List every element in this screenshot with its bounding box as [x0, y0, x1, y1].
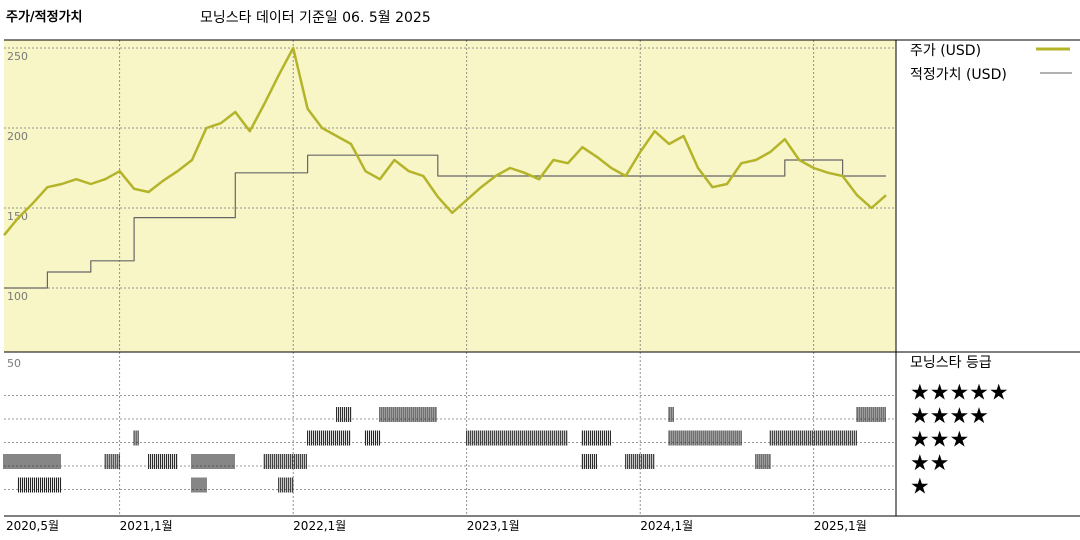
rating-max-label: 50 [7, 357, 21, 370]
rating-title: 모닝스타 등급 [910, 355, 992, 371]
rating-bar-2-star [148, 454, 178, 469]
x-tick-label: 2024,1월 [640, 519, 693, 533]
price-series [3, 46, 887, 236]
rating-bar-2-star [263, 454, 307, 469]
stars-label-3: ★★★ [910, 428, 969, 453]
legend: 주가 (USD) 적정가치 (USD) [910, 43, 1072, 83]
stars-legend: ★★★★★★★★★★★★★★★ [910, 381, 1009, 500]
legend-price-label: 주가 (USD) [910, 43, 981, 59]
price-panel-background [4, 40, 896, 352]
rating-bar-2-star [191, 454, 235, 469]
rating-bar-1-star [278, 477, 294, 493]
rating-bar-3-star [769, 430, 857, 446]
series-line [3, 46, 887, 236]
rating-bar-2-star [581, 454, 597, 469]
rating-bar-2-star [755, 454, 771, 469]
rating-bar-4-star [668, 407, 674, 422]
series-line [4, 154, 886, 289]
x-tick-label: 2023,1월 [467, 519, 520, 533]
chart-subtitle: 모닝스타 데이터 기준일 06. 5월 2025 [200, 10, 431, 26]
x-tick-label: 2025,1월 [814, 519, 867, 533]
stars-label-2: ★★ [910, 451, 949, 476]
y-tick-label: 200 [7, 130, 28, 143]
y-tick-label: 100 [7, 290, 28, 303]
rating-bar-1-star [17, 477, 62, 493]
stars-label-5: ★★★★★ [910, 381, 1009, 406]
rating-bar-4-star [379, 407, 437, 422]
rating-bar-3-star [466, 430, 568, 446]
x-tick-labels: 2020,5월 2021,1월 2022,1월 2023,1월 2024,1월 2025,… [6, 519, 867, 533]
fair-value-series [4, 154, 886, 289]
rating-bar-2-star [625, 454, 655, 469]
legend-fair-value-label: 적정가치 (USD) [910, 67, 1007, 83]
rating-bar-3-star [133, 430, 139, 446]
x-tick-label: 2022,1월 [293, 519, 346, 533]
rating-bar-3-star [307, 430, 351, 446]
y-tick-label: 250 [7, 50, 28, 63]
rating-bars [3, 407, 886, 493]
x-tick-label: 2021,1월 [120, 519, 173, 533]
rating-bar-2-star [104, 454, 120, 469]
x-tick-label: 2020,5월 [6, 519, 59, 533]
rating-bar-2-star [3, 454, 61, 469]
rating-bar-4-star [336, 407, 352, 422]
stars-label-4: ★★★★ [910, 404, 989, 429]
rating-bar-3-star [364, 430, 381, 446]
rating-bar-3-star [668, 430, 742, 446]
rating-panel-background [4, 352, 896, 516]
chart-title: 주가/적정가치 [6, 9, 83, 25]
stars-label-1: ★ [910, 475, 930, 500]
rating-bar-1-star [191, 477, 207, 493]
rating-bar-4-star [856, 407, 886, 422]
rating-bar-3-star [581, 430, 611, 446]
